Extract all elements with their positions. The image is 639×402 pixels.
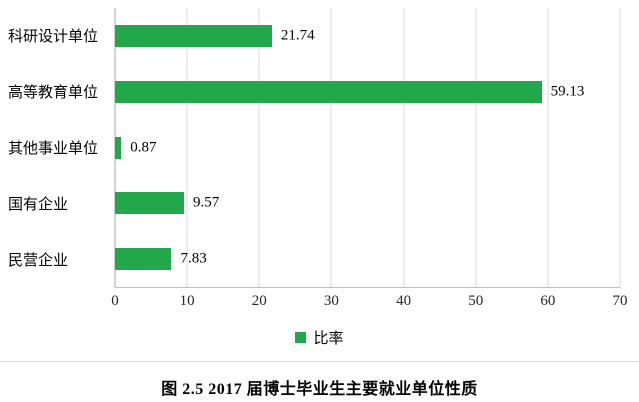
category-label: 国有企业 <box>8 196 69 213</box>
legend-label: 比率 <box>313 331 344 347</box>
bar <box>115 192 185 215</box>
category-label: 其他事业单位 <box>8 140 99 157</box>
legend-swatch-icon <box>295 332 307 343</box>
legend: 比率 <box>0 327 639 348</box>
bar <box>115 248 172 271</box>
gridline <box>547 8 549 287</box>
gridline <box>258 8 260 287</box>
bar <box>115 24 272 47</box>
x-tick-label: 10 <box>179 293 195 309</box>
gridline <box>619 8 621 287</box>
bar-value-label: 0.87 <box>130 139 157 155</box>
bar <box>115 80 542 103</box>
bar-rows-layer: 21.74 59.13 0.87 9.57 7.83 <box>115 8 620 287</box>
bar-value-label: 7.83 <box>180 250 207 267</box>
category-label: 民营企业 <box>8 252 69 269</box>
x-tick-label: 70 <box>612 293 628 309</box>
x-tick-label: 60 <box>540 293 556 309</box>
gridline <box>475 8 477 287</box>
figure-caption: 图 2.5 2017 届博士毕业生主要就业单位性质 <box>0 361 639 402</box>
x-tick-label: 0 <box>111 293 119 309</box>
x-tick-label: 50 <box>468 293 484 309</box>
gridline <box>403 8 405 287</box>
x-tick-label: 30 <box>323 293 339 309</box>
x-tick-label: 40 <box>396 293 412 309</box>
x-axis-ticks: 0 10 20 30 40 50 60 70 <box>111 293 627 313</box>
category-label: 科研设计单位 <box>8 29 99 46</box>
gridline <box>186 8 188 287</box>
bar-value-label: 9.57 <box>193 194 220 211</box>
category-labels-layer: 科研设计单位 高等教育单位 其他事业单位 国有企业民营企业 <box>0 8 110 287</box>
x-tick-label: 20 <box>251 293 267 309</box>
bar-value-label: 59.13 <box>550 83 585 100</box>
bar-value-label: 21.74 <box>280 27 315 44</box>
bar <box>115 136 122 159</box>
gridline <box>330 8 332 287</box>
category-label: 高等教育单位 <box>8 85 99 102</box>
